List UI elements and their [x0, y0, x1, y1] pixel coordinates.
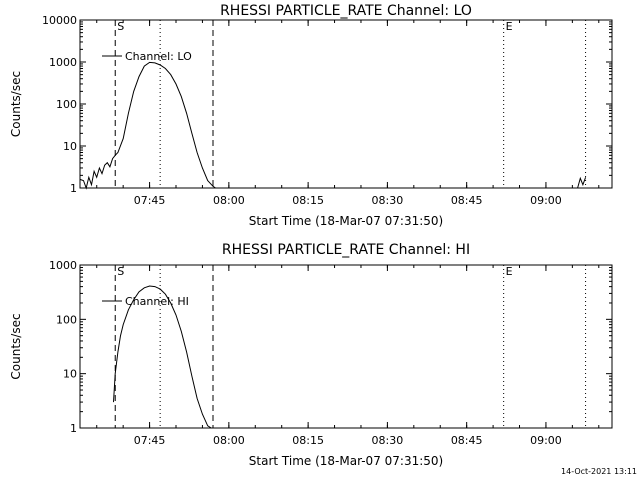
y-axis-label: Counts/sec	[9, 71, 23, 137]
x-axis-label: Start Time (18-Mar-07 07:31:50)	[249, 214, 443, 228]
y-tick-label: 1	[70, 182, 77, 195]
x-tick-label: 08:45	[451, 194, 483, 207]
y-tick-label: 10	[63, 368, 77, 381]
y-axis-label: Counts/sec	[9, 313, 23, 379]
marker-label: E	[506, 20, 513, 33]
x-tick-label: 07:45	[134, 194, 166, 207]
marker-label: S	[117, 20, 124, 33]
chart-title: RHESSI PARTICLE_RATE Channel: LO	[220, 3, 472, 19]
marker-label: S	[117, 265, 124, 278]
legend-label: Channel: LO	[125, 50, 192, 63]
x-tick-label: 09:00	[530, 194, 562, 207]
x-tick-label: 08:00	[213, 434, 245, 447]
x-tick-label: 08:30	[372, 434, 404, 447]
marker-label: E	[506, 265, 513, 278]
chart-title: RHESSI PARTICLE_RATE Channel: HI	[222, 242, 470, 258]
x-tick-label: 07:45	[134, 434, 166, 447]
x-tick-label: 08:45	[451, 434, 483, 447]
series-line	[113, 285, 212, 429]
x-tick-label: 08:30	[372, 194, 404, 207]
x-tick-label: 09:00	[530, 434, 562, 447]
y-tick-label: 1000	[49, 56, 77, 69]
x-tick-label: 08:15	[292, 434, 324, 447]
y-tick-label: 10000	[42, 14, 77, 27]
y-tick-label: 10	[63, 140, 77, 153]
timestamp: 14-Oct-2021 13:11	[561, 467, 637, 476]
y-tick-label: 100	[56, 313, 77, 326]
x-tick-label: 08:15	[292, 194, 324, 207]
x-tick-label: 08:00	[213, 194, 245, 207]
x-axis-label: Start Time (18-Mar-07 07:31:50)	[249, 454, 443, 468]
y-tick-label: 1	[70, 422, 77, 435]
plot-frame	[79, 264, 613, 429]
series-line	[79, 61, 587, 190]
chart-panel-hi: RHESSI PARTICLE_RATE Channel: HI 07:45 08:…	[9, 242, 613, 468]
legend-label: Channel: HI	[125, 295, 189, 308]
y-tick-label: 1000	[49, 259, 77, 272]
y-tick-label: 100	[56, 98, 77, 111]
chart-panel-lo: RHESSI PARTICLE_RATE Channel: LO 07:45 08:…	[9, 3, 613, 228]
